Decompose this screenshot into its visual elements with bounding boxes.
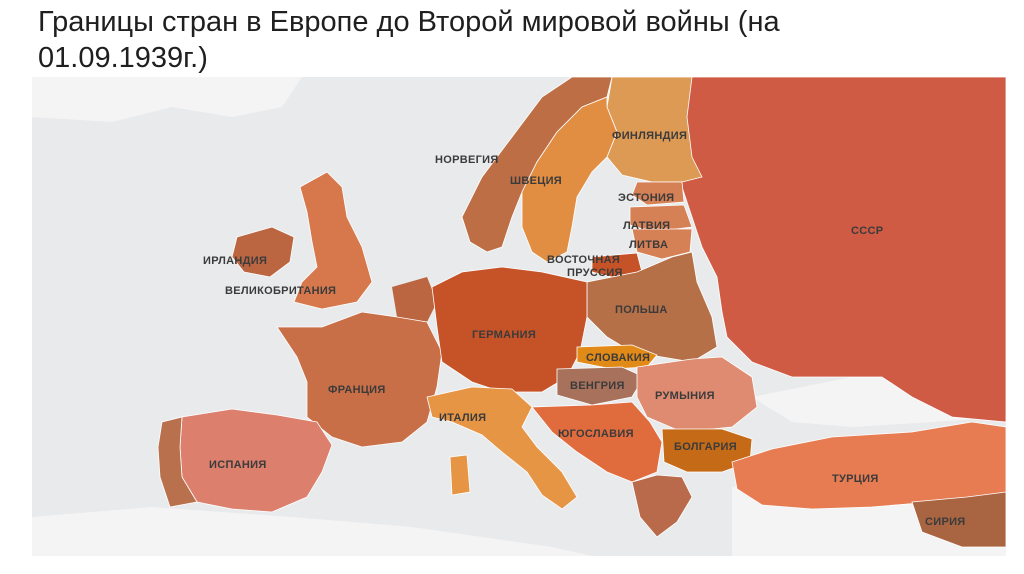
label-slovakia: СЛОВАКИЯ — [586, 352, 650, 364]
label-lithuania: ЛИТВА — [629, 239, 668, 251]
country-syria — [911, 491, 1006, 548]
country-romania — [636, 356, 758, 433]
map-svg: НОРВЕГИЯ ШВЕЦИЯ ФИНЛЯНДИЯ ЭСТОНИЯ ЛАТВИЯ… — [32, 77, 1006, 556]
island-sardinia — [449, 454, 471, 496]
label-ireland: ИРЛАНДИЯ — [203, 255, 267, 267]
label-finland: ФИНЛЯНДИЯ — [612, 130, 687, 142]
label-turkey: ТУРЦИЯ — [832, 473, 879, 485]
label-france: ФРАНЦИЯ — [328, 384, 386, 396]
label-latvia: ЛАТВИЯ — [623, 220, 670, 232]
country-portugal — [157, 416, 198, 508]
country-sweden — [521, 96, 618, 263]
label-hungary: ВЕНГРИЯ — [570, 380, 625, 392]
label-romania: РУМЫНИЯ — [655, 390, 715, 402]
country-uk — [293, 171, 373, 310]
label-east-prussia-2: ПРУССИЯ — [567, 267, 623, 279]
country-yugoslavia — [531, 401, 663, 483]
label-ussr: СССР — [851, 225, 883, 237]
country-estonia — [631, 181, 685, 206]
land-africa — [32, 507, 592, 556]
label-germany: ГЕРМАНИЯ — [472, 329, 536, 341]
slide-title: Границы стран в Европе до Второй мировой… — [38, 6, 780, 74]
country-germany — [431, 266, 588, 393]
country-italy — [426, 386, 578, 510]
country-greece — [631, 474, 693, 538]
country-poland — [586, 251, 718, 363]
label-bulgaria: БОЛГАРИЯ — [674, 441, 737, 453]
land-benelux — [392, 277, 437, 322]
label-east-prussia-1: ВОСТОЧНАЯ — [547, 254, 620, 266]
country-lithuania — [631, 228, 693, 260]
country-turkey — [731, 421, 1006, 510]
label-estonia: ЭСТОНИЯ — [618, 192, 674, 204]
country-ireland — [231, 226, 295, 278]
land-greenland-north — [32, 77, 302, 122]
label-sweden: ШВЕЦИЯ — [510, 175, 562, 187]
label-italy: ИТАЛИЯ — [439, 412, 486, 424]
label-yugoslavia: ЮГОСЛАВИЯ — [558, 428, 634, 440]
label-spain: ИСПАНИЯ — [209, 459, 267, 471]
label-poland: ПОЛЬША — [615, 304, 668, 316]
country-hungary — [556, 366, 645, 406]
country-france — [276, 311, 443, 448]
label-syria: СИРИЯ — [925, 516, 966, 528]
label-norway: НОРВЕГИЯ — [435, 154, 499, 166]
europe-map: НОРВЕГИЯ ШВЕЦИЯ ФИНЛЯНДИЯ ЭСТОНИЯ ЛАТВИЯ… — [32, 77, 1006, 556]
label-uk: ВЕЛИКОБРИТАНИЯ — [225, 285, 336, 297]
